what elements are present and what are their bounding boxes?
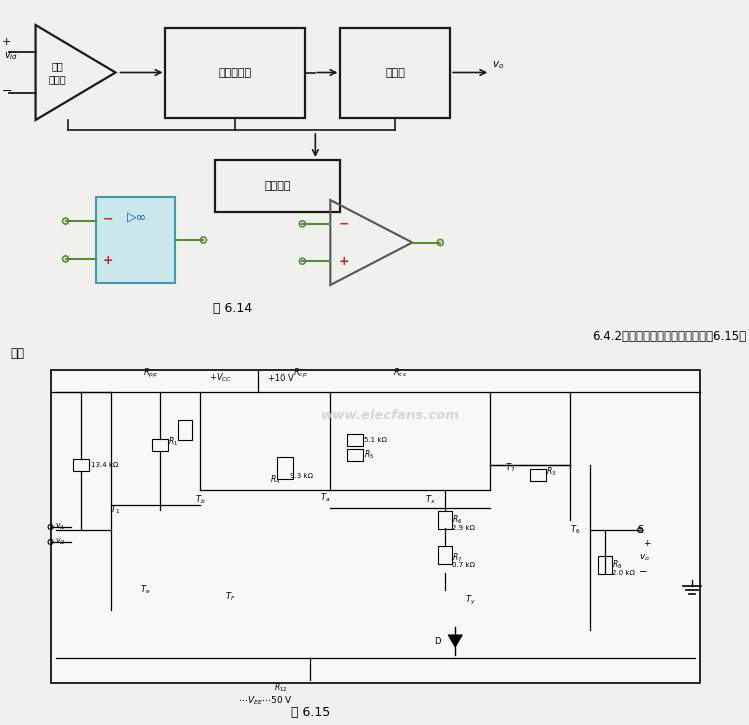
Bar: [153, 439, 169, 451]
Bar: [438, 511, 452, 529]
Text: 输出级: 输出级: [385, 68, 405, 78]
Text: $R_3$: $R_3$: [546, 465, 557, 478]
Text: 图 6.14: 图 6.14: [213, 302, 252, 315]
Text: S: S: [637, 525, 643, 535]
Text: $T_a$: $T_a$: [320, 492, 330, 505]
Text: 2.9 kΩ: 2.9 kΩ: [452, 525, 475, 531]
Bar: [73, 459, 88, 471]
Text: $T_x$: $T_x$: [425, 494, 436, 506]
Text: −: −: [639, 567, 647, 577]
Bar: [438, 546, 452, 564]
Text: $R_1$: $R_1$: [169, 436, 179, 448]
Bar: [216, 160, 340, 212]
Text: $\cdots V_{EE}\cdots$50 V: $\cdots V_{EE}\cdots$50 V: [238, 695, 293, 708]
Text: $T_b$: $T_b$: [195, 494, 206, 506]
Text: $R_5$: $R_5$: [364, 449, 374, 461]
Bar: [96, 197, 175, 283]
Bar: [340, 28, 450, 118]
Text: $R_7$: $R_7$: [452, 552, 463, 564]
Text: $T_F$: $T_F$: [225, 591, 236, 603]
Text: +: +: [339, 254, 350, 268]
Text: $v_{i2}$: $v_{i2}$: [55, 536, 65, 547]
Text: 0.7 kΩ: 0.7 kΩ: [452, 562, 475, 568]
Text: $v_{id}$: $v_{id}$: [4, 50, 17, 62]
Bar: [277, 457, 294, 479]
Text: 偏置电路: 偏置电路: [264, 181, 291, 191]
Text: 电压放大级: 电压放大级: [219, 68, 252, 78]
Text: $T_1$: $T_1$: [110, 504, 121, 516]
Text: D: D: [434, 637, 440, 645]
Text: 5.1 kΩ: 5.1 kΩ: [364, 437, 387, 443]
Text: $T_6$: $T_6$: [570, 523, 580, 536]
Text: $T_7$: $T_7$: [505, 462, 515, 474]
Text: $R_{cs}$: $R_{cs}$: [393, 367, 407, 379]
Text: www.elecfans.com: www.elecfans.com: [321, 408, 460, 421]
Text: −: −: [1, 85, 12, 98]
Text: $v_o$: $v_o$: [639, 552, 649, 563]
Text: $R_4$: $R_4$: [270, 473, 281, 486]
Text: +: +: [102, 254, 113, 268]
Text: 13.4 kΩ: 13.4 kΩ: [91, 462, 118, 468]
Text: $v_{i1}$: $v_{i1}$: [55, 522, 65, 532]
Text: +10 V: +10 V: [267, 373, 294, 383]
Text: $v_o$: $v_o$: [492, 59, 505, 71]
Text: $R_8$: $R_8$: [612, 559, 622, 571]
Text: 2.0 kΩ: 2.0 kΩ: [612, 570, 635, 576]
Text: $R_{pp}$: $R_{pp}$: [143, 366, 158, 380]
Text: $R_6$: $R_6$: [452, 514, 463, 526]
Bar: [166, 28, 306, 118]
Text: −: −: [339, 218, 350, 231]
Text: +: +: [643, 539, 651, 547]
Bar: [51, 370, 700, 683]
Text: 6.4.2、一个简单的集成运放（如图6.15所: 6.4.2、一个简单的集成运放（如图6.15所: [592, 329, 746, 342]
Bar: [598, 556, 612, 574]
Bar: [530, 469, 546, 481]
Text: $T_e$: $T_e$: [140, 584, 151, 596]
Text: 9.3 kΩ: 9.3 kΩ: [291, 473, 313, 479]
Text: 图 6.15: 图 6.15: [291, 705, 330, 718]
Text: $T_y$: $T_y$: [465, 594, 476, 607]
Text: $R_{12}$: $R_{12}$: [273, 682, 287, 695]
Text: $R_{cp}$: $R_{cp}$: [293, 366, 308, 380]
Polygon shape: [448, 635, 462, 647]
Text: $+V_{CC}$: $+V_{CC}$: [209, 372, 232, 384]
Text: −: −: [103, 212, 113, 225]
Bar: [348, 449, 363, 461]
Text: ▷∞: ▷∞: [127, 210, 147, 223]
Bar: [178, 420, 192, 440]
Bar: [348, 434, 363, 446]
Text: 差分
输入级: 差分 输入级: [49, 61, 66, 84]
Text: +: +: [2, 36, 11, 46]
Text: 示）: 示）: [10, 347, 25, 360]
